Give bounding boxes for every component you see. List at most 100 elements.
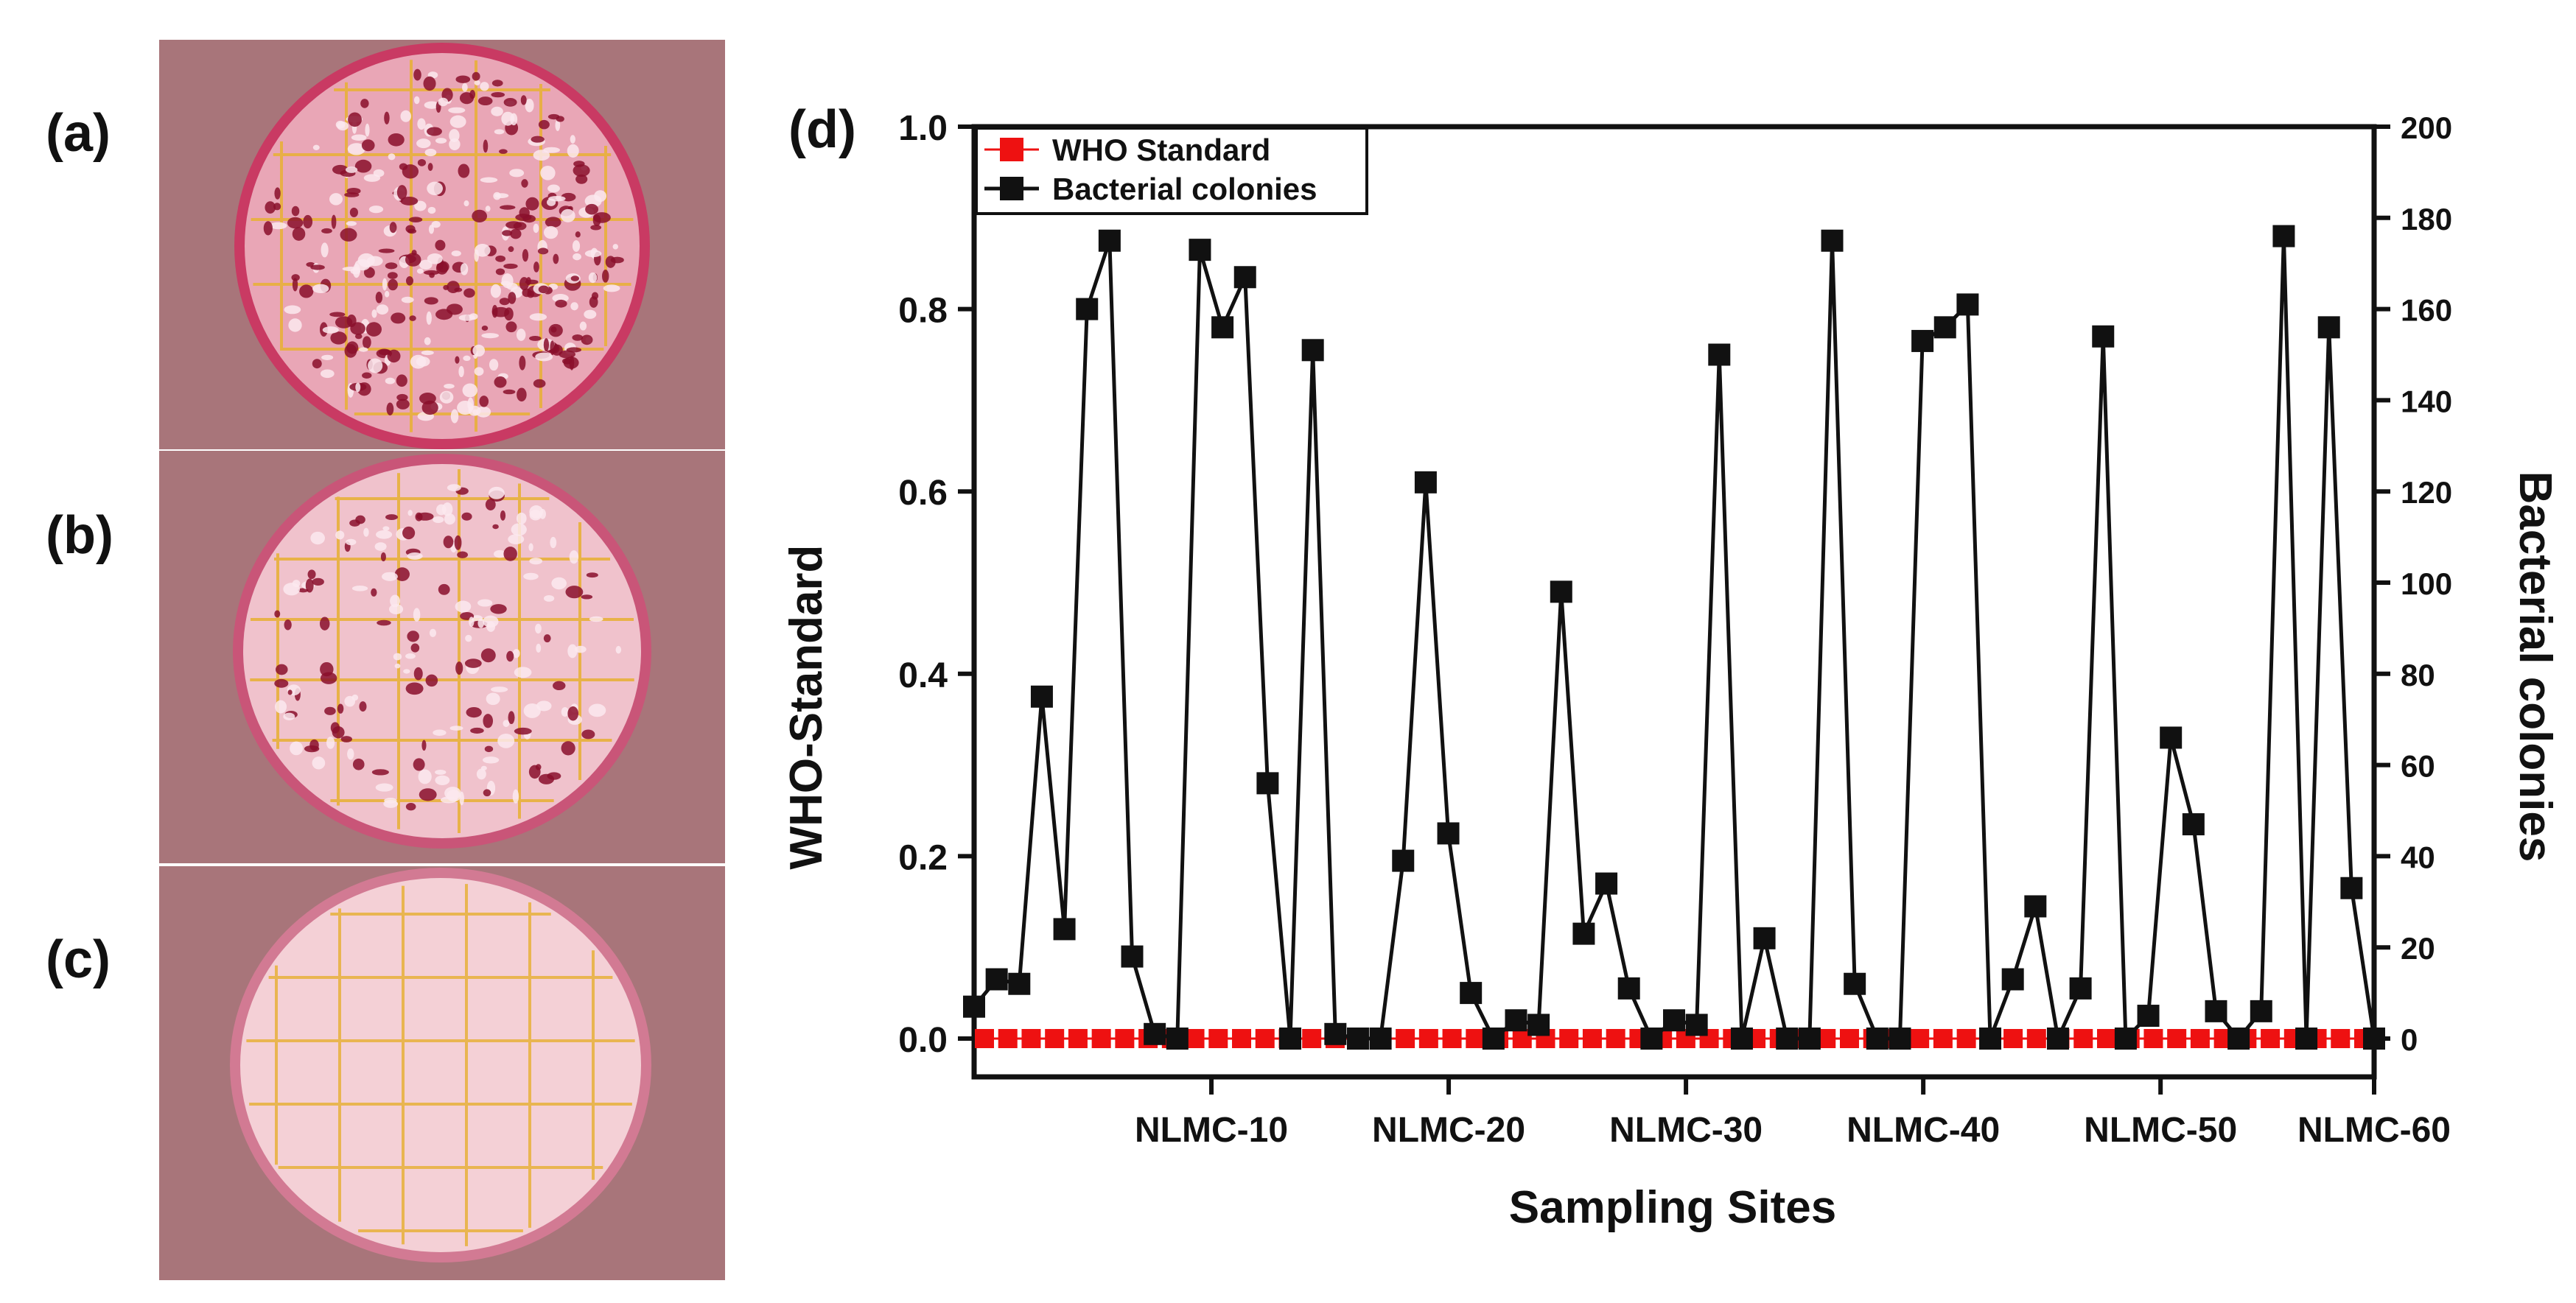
colony-dot [393,653,402,661]
colony-dot [566,347,582,353]
bacteria-point [1527,1014,1550,1036]
bacteria-point [2069,977,2092,1000]
colony-dot [509,169,525,178]
colony-dot [413,667,423,681]
colony-dot [443,535,454,549]
colony-dot [291,206,300,217]
colony-dot [556,116,564,122]
colony-dot [499,149,508,154]
colony-dot [455,661,463,675]
colony-dot [464,658,482,668]
colony-dot [548,323,563,337]
bacteria-point [2272,225,2295,247]
colony-dot [465,634,472,642]
colony-dot [358,347,368,352]
colony-dot [382,278,388,291]
colony-dot [373,169,385,178]
right-tick-label: 180 [2401,202,2452,236]
colony-dot [359,701,367,712]
colony-dot [438,97,449,107]
colony-dot [368,358,383,373]
colony-dot [407,631,419,642]
bacteria-point [1595,872,1618,895]
bacteria-point [1324,1022,1347,1045]
series-bacterial-colonies [963,225,2385,1050]
colony-dot [347,143,365,155]
colony-dot [543,147,560,153]
colony-dot [565,586,584,599]
colony-dot [447,303,463,315]
colony-dot [491,80,503,87]
colony-dot [417,158,427,166]
colony-dot [389,222,397,233]
bacteria-point [1482,1028,1505,1050]
colony-dot [380,552,386,562]
bacteria-point [1730,1028,1753,1050]
colony-dot [287,689,293,695]
colony-dot [284,619,292,631]
colony-dot [312,284,329,294]
colony-dot [431,221,441,228]
colony-dot [409,315,416,321]
bacteria-point [1889,1028,1911,1050]
colony-dot [424,148,437,157]
colony-dot [462,383,478,398]
colony-dot [551,577,567,590]
colony-dot [561,741,575,756]
bacteria-point [1189,239,1211,261]
colony-dot [435,775,450,785]
who-point [2073,1029,2093,1048]
left-tick-label: 0.4 [898,656,948,695]
colony-dot [451,250,461,256]
colony-dot [410,643,420,653]
colony-dot [495,268,505,275]
left-tick-label: 0.6 [898,474,948,513]
who-point [1910,1029,1930,1048]
colony-dot [515,214,532,221]
colony-dot [489,486,505,499]
colony-dot [290,741,304,756]
who-point [2143,1029,2163,1048]
colony-dot [523,572,539,580]
colony-dot [405,275,414,286]
colony-dot [535,352,553,362]
colony-dot [550,340,555,356]
colony-dot [329,193,343,206]
colony-dot [351,694,359,701]
y-axis-left-title: WHO-Standard [781,545,832,870]
bacteria-point [1144,1022,1166,1045]
colony-dot [383,799,399,808]
x-tick-label: NLMC-40 [1847,1111,2000,1150]
colony-dot [340,228,357,242]
who-point [1232,1029,1252,1048]
colony-dot [382,572,398,581]
plate-photo-c [159,866,725,1280]
colony-dot [307,569,316,580]
colony-dot [485,499,496,510]
colony-dot [270,222,287,230]
colony-dot [525,197,539,211]
colony-dot [567,144,579,158]
colony-dot [427,181,444,196]
colony-dot [528,543,533,552]
bacteria-point [2182,813,2205,836]
bacteria-point [1460,982,1483,1005]
colony-dot [503,263,518,270]
colony-dot [424,101,440,109]
bacteria-point [2092,325,2115,348]
colony-dot [321,228,332,233]
colony-dot [483,789,491,797]
colony-dot [536,643,542,653]
colony-dot [463,200,469,207]
bacteria-point [1798,1028,1821,1050]
colony-dot [573,253,581,261]
colony-dot [375,783,393,792]
x-tick-label: NLMC-60 [2297,1111,2451,1150]
who-point [1839,1029,1859,1048]
colony-dot [288,318,302,332]
colony-dot [594,190,607,203]
colony-dot [385,262,398,270]
bacteria-point [1301,339,1324,362]
panel-label-d: (d) [788,100,856,159]
bacteria-point [1098,229,1121,252]
